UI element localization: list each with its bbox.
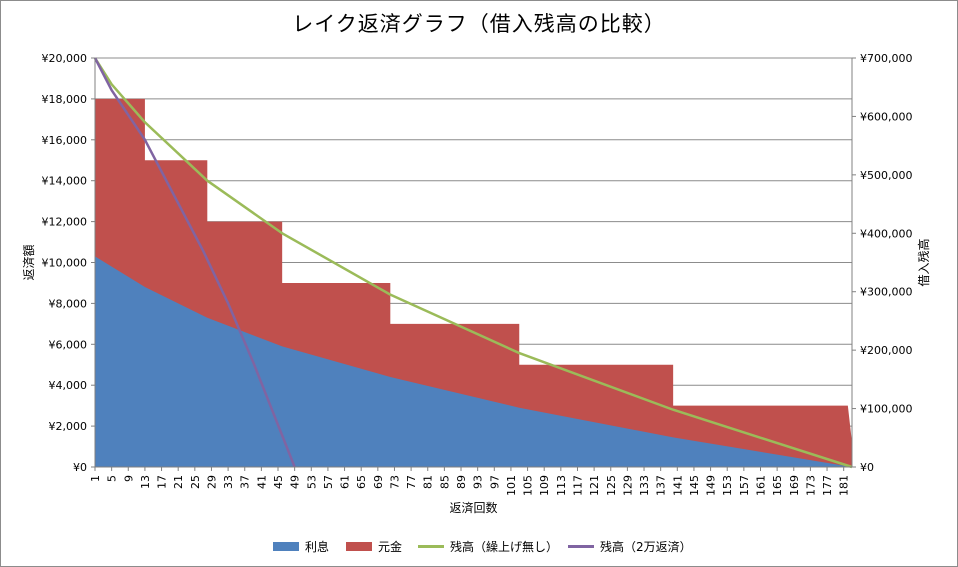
x-tick-label-6: 25 <box>189 475 202 489</box>
x-tick-label-15: 61 <box>339 475 352 489</box>
legend-swatch-balance-prepay <box>568 545 594 548</box>
x-tick-label-20: 81 <box>422 475 435 489</box>
x-tick-label-29: 117 <box>571 475 584 496</box>
y-right-tick-label-0: ¥0 <box>860 461 874 474</box>
x-tick-label-11: 45 <box>272 475 285 489</box>
x-tick-label-3: 13 <box>139 475 152 489</box>
x-tick-label-0: 1 <box>89 475 102 482</box>
y-right-tick-label-7: ¥700,000 <box>860 52 913 65</box>
x-tick-label-12: 49 <box>289 475 302 489</box>
x-tick-label-35: 141 <box>671 475 684 496</box>
y-right-tick-label-6: ¥600,000 <box>860 110 913 123</box>
x-tick-label-10: 41 <box>255 475 268 489</box>
legend-label-interest: 利息 <box>305 540 330 554</box>
legend-item-interest: 利息 <box>273 538 329 555</box>
series-balance-prepay-line <box>93 57 296 468</box>
y-left-tick-label-10: ¥20,000 <box>42 52 88 65</box>
x-tick-label-5: 21 <box>172 475 185 489</box>
series-balance-no-prepay-line <box>93 57 853 469</box>
legend-item-balance-prepay: 残高（2万返済） <box>568 538 692 555</box>
x-tick-label-22: 89 <box>455 475 468 489</box>
chart-title: レイク返済グラフ（借入残高の比較） <box>292 12 666 36</box>
x-tick-label-33: 133 <box>638 475 651 496</box>
x-tick-label-27: 109 <box>538 475 551 496</box>
y-right-tick-label-1: ¥100,000 <box>860 403 913 416</box>
x-tick-label-26: 105 <box>522 475 535 496</box>
series-interest-area <box>95 256 852 467</box>
x-tick-label-42: 169 <box>788 475 801 496</box>
y-right-tick-label-2: ¥200,000 <box>860 344 913 357</box>
y-left-tick-label-2: ¥4,000 <box>49 379 88 392</box>
x-tick-label-37: 149 <box>705 475 718 496</box>
x-tick-label-32: 129 <box>621 475 634 496</box>
x-tick-label-25: 101 <box>505 475 518 496</box>
x-tick-label-1: 5 <box>106 475 119 482</box>
legend-item-principal: 元金 <box>346 538 402 555</box>
chart-legend: 利息 元金 残高（繰上げ無し） 残高（2万返済） <box>0 534 958 558</box>
x-tick-label-8: 33 <box>222 475 235 489</box>
x-tick-label-30: 121 <box>588 475 601 496</box>
legend-label-principal: 元金 <box>378 540 403 554</box>
x-tick-label-18: 73 <box>388 475 401 489</box>
x-tick-label-39: 157 <box>738 475 751 496</box>
x-tick-label-40: 161 <box>754 475 767 496</box>
y-right-tick-label-4: ¥400,000 <box>860 227 913 240</box>
x-tick-label-44: 177 <box>821 475 834 496</box>
x-tick-label-45: 181 <box>838 475 851 496</box>
y-right-tick-label-3: ¥300,000 <box>860 286 913 299</box>
x-tick-label-23: 93 <box>472 475 485 489</box>
y-axis-right-title: 借入残高 <box>916 238 931 286</box>
y-right-tick-label-5: ¥500,000 <box>860 169 913 182</box>
x-tick-label-34: 137 <box>655 475 668 496</box>
x-tick-label-16: 65 <box>355 475 368 489</box>
y-left-tick-label-3: ¥6,000 <box>49 338 88 351</box>
y-left-tick-label-8: ¥16,000 <box>42 134 88 147</box>
y-left-tick-label-1: ¥2,000 <box>49 420 88 433</box>
x-tick-label-17: 69 <box>372 475 385 489</box>
legend-swatch-interest <box>273 542 299 551</box>
x-tick-label-41: 165 <box>771 475 784 496</box>
legend-label-balance-no-prepay: 残高（繰上げ無し） <box>450 540 559 554</box>
x-tick-label-13: 53 <box>305 475 318 489</box>
y-left-tick-label-5: ¥10,000 <box>42 257 88 270</box>
x-axis-title: 返済回数 <box>449 500 497 515</box>
x-tick-label-7: 29 <box>205 475 218 489</box>
x-tick-label-21: 85 <box>438 475 451 489</box>
x-tick-label-19: 77 <box>405 475 418 489</box>
x-tick-label-4: 17 <box>156 475 169 489</box>
x-tick-label-31: 125 <box>605 475 618 496</box>
x-tick-label-28: 113 <box>555 475 568 496</box>
x-tick-label-9: 37 <box>239 475 252 489</box>
x-tick-label-38: 153 <box>721 475 734 496</box>
x-tick-label-14: 57 <box>322 475 335 489</box>
x-tick-label-43: 173 <box>804 475 817 496</box>
x-tick-label-36: 145 <box>688 475 701 496</box>
y-left-tick-label-0: ¥0 <box>73 461 87 474</box>
x-tick-label-2: 9 <box>122 475 135 482</box>
y-left-tick-label-6: ¥12,000 <box>42 216 88 229</box>
legend-item-balance-no-prepay: 残高（繰上げ無し） <box>418 538 558 555</box>
legend-label-balance-prepay: 残高（2万返済） <box>600 540 692 554</box>
legend-swatch-principal <box>346 542 372 551</box>
y-left-tick-label-4: ¥8,000 <box>49 297 88 310</box>
legend-swatch-balance-no-prepay <box>418 545 444 548</box>
y-axis-left-title: 返済額 <box>21 244 36 280</box>
y-left-tick-label-9: ¥18,000 <box>42 93 88 106</box>
y-left-tick-label-7: ¥14,000 <box>42 175 88 188</box>
x-tick-label-24: 97 <box>488 475 501 489</box>
